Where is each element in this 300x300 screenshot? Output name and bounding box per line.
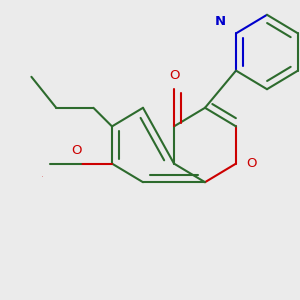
Text: O: O: [41, 176, 43, 177]
Text: O: O: [169, 69, 179, 82]
Text: N: N: [215, 15, 226, 28]
Text: O: O: [246, 157, 256, 170]
Text: O: O: [71, 144, 81, 157]
